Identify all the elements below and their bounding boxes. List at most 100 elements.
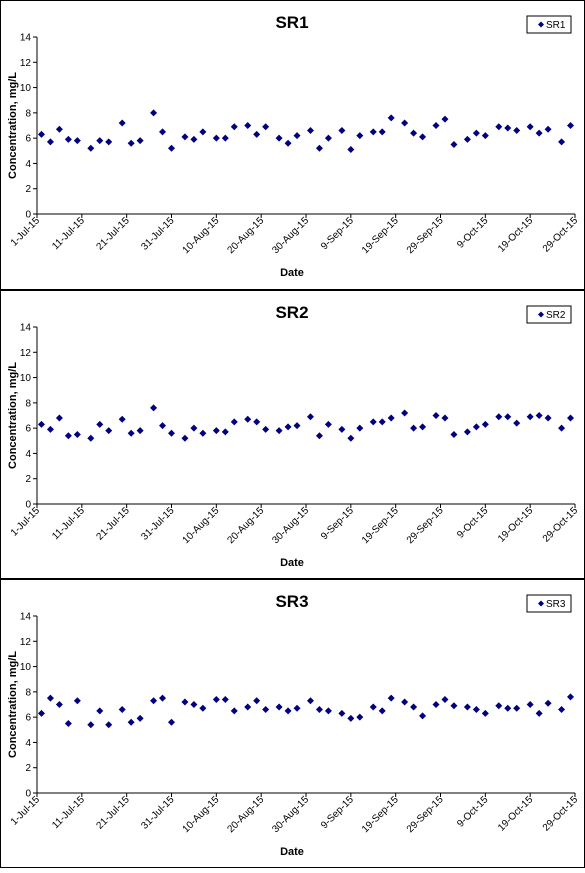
data-point xyxy=(324,420,332,428)
data-point xyxy=(463,135,471,143)
data-point xyxy=(463,703,471,711)
data-point xyxy=(369,418,377,426)
data-point xyxy=(127,139,135,147)
y-tick-label: 0 xyxy=(25,789,31,800)
data-point xyxy=(55,701,63,708)
data-point xyxy=(73,697,81,705)
data-point xyxy=(356,424,364,432)
data-point xyxy=(432,701,440,708)
y-axis-title: Concentration, mg/L xyxy=(7,72,19,179)
data-point xyxy=(441,695,449,703)
data-point xyxy=(127,429,135,437)
data-point xyxy=(378,128,386,136)
x-axis-title: Date xyxy=(280,267,304,279)
data-point xyxy=(118,119,126,127)
legend-box xyxy=(526,594,572,613)
data-point xyxy=(87,721,95,729)
data-point xyxy=(293,132,301,140)
data-point xyxy=(199,704,207,712)
data-point xyxy=(118,706,126,714)
y-tick-label: 4 xyxy=(25,159,31,170)
y-axis-title: Concentration, mg/L xyxy=(7,362,19,469)
data-point xyxy=(221,695,229,703)
data-point xyxy=(387,414,395,422)
data-point xyxy=(275,427,283,435)
data-point xyxy=(441,414,449,422)
data-series-SR1 xyxy=(37,109,575,154)
data-point xyxy=(567,122,575,129)
data-point xyxy=(481,420,489,428)
data-point xyxy=(504,704,512,712)
data-point xyxy=(181,434,189,442)
data-point xyxy=(369,128,377,136)
data-point xyxy=(315,144,323,152)
data-point xyxy=(37,420,45,428)
data-point xyxy=(293,704,301,712)
data-point xyxy=(315,432,323,440)
chart-title: SR3 xyxy=(275,592,308,611)
data-point xyxy=(136,714,144,722)
data-point xyxy=(504,413,512,421)
y-tick-label: 12 xyxy=(20,637,32,648)
data-point xyxy=(284,707,292,715)
data-point xyxy=(275,703,283,711)
data-point xyxy=(513,704,521,712)
data-point xyxy=(190,424,198,432)
y-tick-label: 12 xyxy=(20,58,32,69)
y-tick-label: 2 xyxy=(25,184,31,195)
y-tick-label: 2 xyxy=(25,474,31,485)
data-point xyxy=(105,138,113,146)
data-point xyxy=(544,699,552,707)
data-point xyxy=(401,119,409,127)
legend-label: SR1 xyxy=(546,20,566,31)
data-point xyxy=(96,707,104,715)
data-point xyxy=(356,713,364,721)
data-point xyxy=(168,144,175,152)
y-tick-label: 8 xyxy=(25,398,31,409)
data-point xyxy=(136,137,144,145)
data-point xyxy=(472,423,480,431)
data-point xyxy=(244,122,252,129)
data-point xyxy=(387,694,395,702)
data-point xyxy=(401,698,409,706)
data-point xyxy=(432,412,440,419)
data-point xyxy=(450,140,458,148)
data-point xyxy=(244,703,252,711)
y-tick-label: 6 xyxy=(25,134,31,145)
data-point xyxy=(96,137,104,145)
data-point xyxy=(544,414,552,422)
data-point xyxy=(37,130,45,138)
y-tick-label: 2 xyxy=(25,763,31,774)
data-point xyxy=(450,702,458,710)
data-point xyxy=(105,721,113,729)
legend-marker xyxy=(538,21,544,28)
legend-box xyxy=(526,305,572,324)
y-tick-label: 10 xyxy=(20,83,32,94)
data-point xyxy=(230,707,238,715)
legend-label: SR3 xyxy=(546,599,566,610)
data-point xyxy=(306,413,314,421)
data-point xyxy=(73,137,81,145)
data-point xyxy=(481,132,489,140)
data-point xyxy=(199,128,207,136)
data-point xyxy=(535,129,543,137)
data-point xyxy=(338,425,346,433)
data-point xyxy=(558,706,566,714)
data-point xyxy=(262,425,270,433)
data-point xyxy=(495,702,503,710)
data-point xyxy=(127,718,135,726)
data-point xyxy=(230,418,238,426)
data-point xyxy=(46,138,54,146)
data-point xyxy=(347,146,355,154)
data-point xyxy=(159,128,167,136)
data-point xyxy=(558,138,566,146)
data-point xyxy=(567,414,575,422)
legend-label: SR2 xyxy=(546,310,566,321)
data-point xyxy=(55,414,63,422)
y-tick-label: 14 xyxy=(20,33,32,44)
data-point xyxy=(168,718,175,726)
y-tick-label: 8 xyxy=(25,687,31,698)
data-point xyxy=(73,430,81,438)
data-point xyxy=(338,709,346,717)
